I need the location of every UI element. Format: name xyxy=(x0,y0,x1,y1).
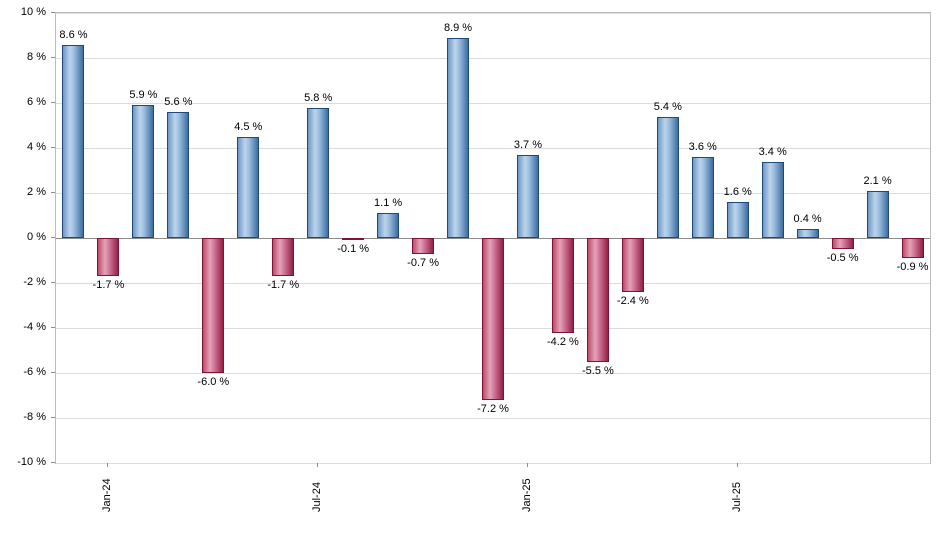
bar-value-label: 1.6 % xyxy=(723,186,752,198)
bar-value-label: 0.4 % xyxy=(793,213,822,225)
bar-negative xyxy=(831,238,854,250)
bar-value-label: 8.9 % xyxy=(443,21,473,34)
bar-value-label: -2.4 % xyxy=(616,295,649,307)
bar-value-label: 5.9 % xyxy=(129,89,158,102)
y-axis-tick xyxy=(51,372,55,373)
bar-positive xyxy=(132,105,155,238)
y-axis-label: 10 % xyxy=(20,6,46,18)
bar-value-label: -0.9 % xyxy=(896,261,929,274)
bar-positive xyxy=(516,154,539,238)
bar-negative xyxy=(412,238,435,254)
horizontal-gridline xyxy=(56,148,930,149)
bar-negative xyxy=(202,238,225,373)
y-axis-label: -4 % xyxy=(23,321,46,333)
y-axis-label: 4 % xyxy=(27,141,46,153)
bar-negative xyxy=(272,238,295,277)
bar-negative xyxy=(586,238,609,362)
bar-positive xyxy=(447,37,470,238)
bar-positive xyxy=(237,136,260,238)
bar-negative xyxy=(551,238,574,333)
bar-value-label: 5.8 % xyxy=(304,91,333,104)
y-axis-label: 0 % xyxy=(27,231,46,243)
bar-value-label: 4.5 % xyxy=(234,120,263,133)
y-axis-tick xyxy=(51,192,55,193)
y-axis-tick xyxy=(51,57,55,58)
bar-value-label: -1.7 % xyxy=(92,279,125,292)
y-axis-label: -8 % xyxy=(23,411,46,423)
x-axis-label: Jul-25 xyxy=(730,482,743,512)
bar-negative xyxy=(97,238,120,277)
bar-value-label: 5.4 % xyxy=(653,100,682,113)
x-axis-tick xyxy=(107,463,109,467)
horizontal-gridline xyxy=(56,13,930,14)
bar-value-label: -0.1 % xyxy=(337,243,370,256)
bar-value-label: 2.1 % xyxy=(863,174,892,187)
bar-value-label: -1.7 % xyxy=(267,279,300,292)
x-axis-tick xyxy=(317,463,319,467)
bar-value-label: 3.7 % xyxy=(513,138,543,151)
bar-negative xyxy=(901,238,924,259)
x-axis-label: Jan-25 xyxy=(520,478,533,512)
bar-positive xyxy=(377,213,400,238)
y-axis-tick xyxy=(51,12,55,13)
y-axis-label: -10 % xyxy=(17,456,46,468)
bar-value-label: 1.1 % xyxy=(374,197,403,210)
bar-value-label: 5.6 % xyxy=(164,96,193,108)
y-axis-tick xyxy=(51,282,55,283)
bar-value-label: -0.7 % xyxy=(407,256,439,269)
bar-positive xyxy=(167,112,190,238)
bar-value-label: 3.4 % xyxy=(758,145,787,158)
horizontal-gridline xyxy=(56,418,930,419)
bar-negative xyxy=(342,238,365,241)
bar-value-label: -5.5 % xyxy=(581,364,614,377)
bar-positive xyxy=(307,107,330,238)
y-axis-label: 8 % xyxy=(27,51,46,63)
horizontal-gridline xyxy=(56,193,930,194)
plot-area: 8.6 % -1.7 % 5.9 % 5.6 % -6.0 % 4.5 % -1.7 % 5.… xyxy=(55,12,931,464)
y-axis-label: 2 % xyxy=(27,186,46,198)
bar-positive xyxy=(761,161,784,238)
bar-positive xyxy=(726,202,749,238)
bar-negative xyxy=(621,238,644,292)
y-axis-label: -6 % xyxy=(23,366,46,378)
y-axis-tick xyxy=(51,237,55,238)
bar-value-label: 3.6 % xyxy=(688,141,717,153)
y-axis-tick xyxy=(51,147,55,148)
bar-positive xyxy=(796,229,819,238)
bar-positive xyxy=(866,190,889,238)
y-axis-tick xyxy=(51,327,55,328)
bar-positive xyxy=(691,157,714,238)
horizontal-gridline xyxy=(56,58,930,59)
bar-value-label: -0.5 % xyxy=(826,252,859,265)
bar-positive xyxy=(656,116,679,238)
x-axis-label: Jul-24 xyxy=(311,482,324,512)
y-axis-tick xyxy=(51,102,55,103)
horizontal-gridline xyxy=(56,463,930,464)
bar-positive xyxy=(62,44,85,238)
y-axis-tick xyxy=(51,417,55,418)
y-axis-label: 6 % xyxy=(27,96,46,108)
bar-value-label: -4.2 % xyxy=(547,335,579,348)
y-axis-label: -2 % xyxy=(23,276,46,288)
bar-negative xyxy=(482,238,504,400)
x-axis-tick xyxy=(526,463,528,467)
bar-value-label: -6.0 % xyxy=(197,376,230,388)
x-axis-label: Jan-24 xyxy=(101,478,114,512)
horizontal-gridline xyxy=(56,103,930,104)
x-axis-tick xyxy=(736,463,738,467)
y-axis-tick xyxy=(51,462,55,463)
bar-value-label: 8.6 % xyxy=(59,28,88,41)
bar-value-label: -7.2 % xyxy=(477,403,509,415)
